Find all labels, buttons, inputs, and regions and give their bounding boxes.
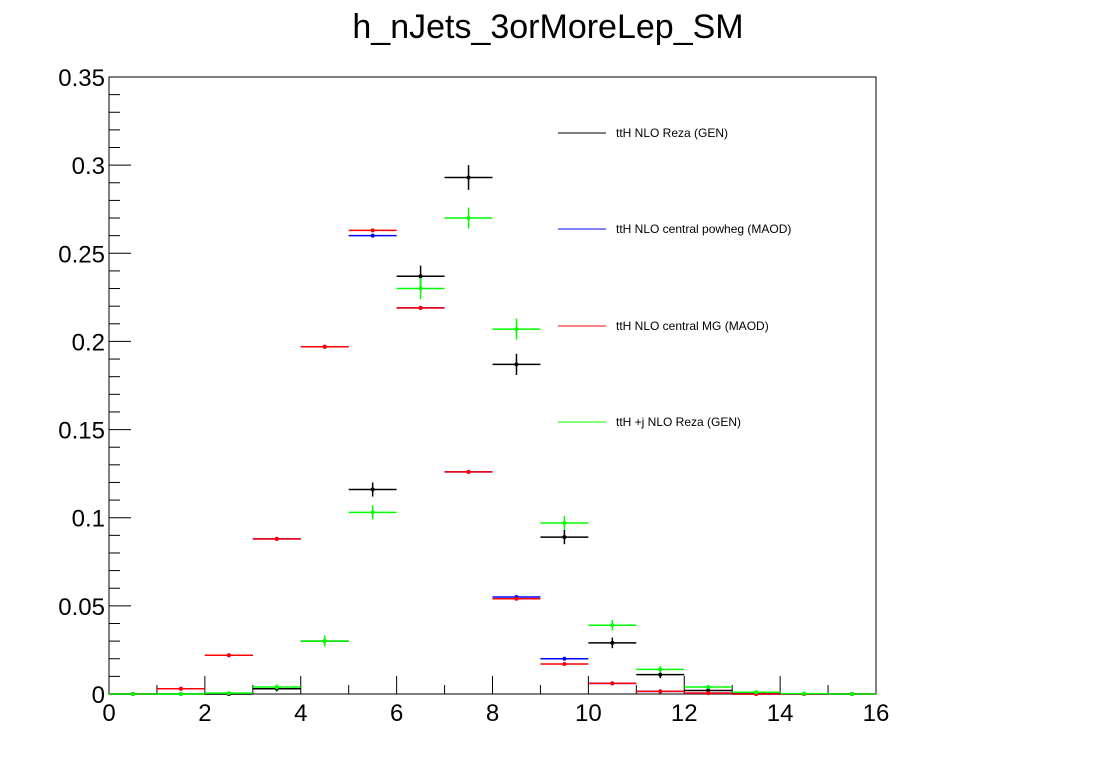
- data-point: [418, 305, 423, 310]
- y-tick-label: 0.1: [72, 506, 105, 533]
- x-tick-label: 0: [102, 700, 115, 727]
- data-point: [322, 344, 327, 349]
- data-point: [514, 596, 519, 601]
- y-tick-label: 0.35: [58, 65, 105, 92]
- data-point: [178, 692, 183, 696]
- data-point: [754, 690, 759, 695]
- chart-title: h_nJets_3orMoreLep_SM: [352, 8, 743, 46]
- x-tick-label: 4: [294, 700, 307, 727]
- axes: 0 2 4 6 8 10 12 14 16 0 0.05 0.1 0.15 0.2 0.25 0.3 0.35: [58, 65, 889, 727]
- data-point: [466, 216, 471, 221]
- data-point: [418, 286, 423, 291]
- x-tick-label: 10: [575, 700, 602, 727]
- plot-frame: [108, 76, 877, 695]
- data-point: [466, 175, 471, 180]
- data-point: [610, 623, 615, 628]
- data-point: [514, 327, 519, 332]
- legend: ttH NLO Reza (GEN) ttH NLO central powheg…: [558, 126, 791, 429]
- series-0: [109, 165, 876, 696]
- data-point: [370, 228, 375, 233]
- x-tick-label: 2: [198, 700, 211, 727]
- data-point: [514, 362, 519, 367]
- y-tick-label: 0.3: [72, 153, 105, 180]
- y-tick-label: 0.25: [58, 241, 105, 268]
- data-point: [706, 684, 711, 689]
- x-tick-label: 8: [486, 700, 499, 727]
- data-point: [418, 274, 423, 279]
- y-tick-label: 0.05: [58, 594, 105, 621]
- data-point: [274, 536, 279, 541]
- series-layer: [109, 165, 876, 696]
- data-point: [226, 691, 231, 696]
- data-point: [562, 521, 567, 526]
- data-point: [274, 684, 279, 689]
- data-point: [562, 656, 567, 661]
- data-point: [850, 692, 855, 696]
- x-tick-label: 6: [390, 700, 403, 727]
- y-tick-label: 0.2: [72, 329, 105, 356]
- series-1: [109, 233, 876, 696]
- data-point: [658, 689, 663, 694]
- data-point: [562, 662, 567, 667]
- y-tick-label: 0.15: [58, 418, 105, 445]
- data-point: [610, 640, 615, 645]
- legend-label: ttH NLO central MG (MAOD): [616, 319, 769, 333]
- x-tick-label: 16: [863, 700, 890, 727]
- data-point: [706, 691, 711, 696]
- x-tick-label: 14: [767, 700, 794, 727]
- legend-label: ttH NLO central powheg (MAOD): [616, 222, 791, 236]
- series-2: [109, 228, 876, 696]
- y-tick-label: 0: [92, 682, 105, 709]
- data-point: [610, 681, 615, 686]
- data-point: [178, 686, 183, 691]
- data-point: [562, 535, 567, 540]
- legend-label: ttH +j NLO Reza (GEN): [616, 415, 741, 429]
- data-point: [658, 672, 663, 677]
- data-point: [370, 510, 375, 515]
- data-point: [226, 653, 231, 658]
- data-point: [370, 487, 375, 492]
- data-point: [802, 691, 807, 696]
- data-point: [658, 667, 663, 672]
- data-point: [466, 469, 471, 474]
- series-3: [109, 207, 876, 696]
- data-point: [130, 692, 135, 696]
- x-tick-label: 12: [671, 700, 698, 727]
- data-point: [322, 639, 327, 644]
- legend-label: ttH NLO Reza (GEN): [616, 126, 728, 140]
- data-point: [370, 233, 375, 238]
